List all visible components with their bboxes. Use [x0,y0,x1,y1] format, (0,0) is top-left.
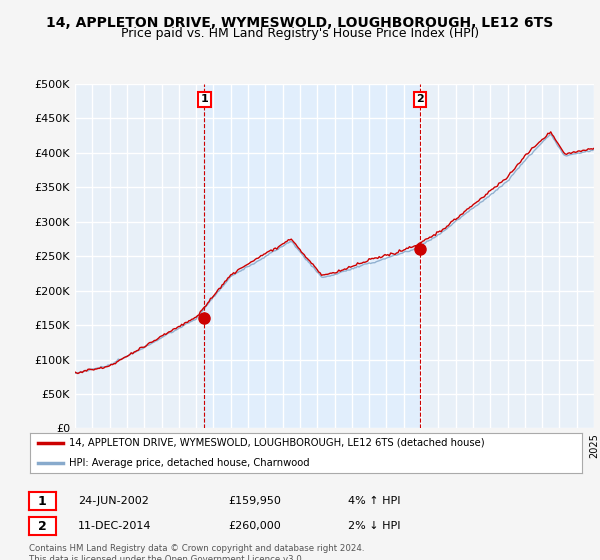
Text: 2: 2 [416,94,424,104]
Text: HPI: Average price, detached house, Charnwood: HPI: Average price, detached house, Char… [68,458,309,468]
Text: 2% ↓ HPI: 2% ↓ HPI [348,521,401,531]
Text: £159,950: £159,950 [228,496,281,506]
Text: 24-JUN-2002: 24-JUN-2002 [78,496,149,506]
Text: Contains HM Land Registry data © Crown copyright and database right 2024.
This d: Contains HM Land Registry data © Crown c… [29,544,364,560]
Text: 11-DEC-2014: 11-DEC-2014 [78,521,151,531]
Text: Price paid vs. HM Land Registry's House Price Index (HPI): Price paid vs. HM Land Registry's House … [121,27,479,40]
Text: 14, APPLETON DRIVE, WYMESWOLD, LOUGHBOROUGH, LE12 6TS: 14, APPLETON DRIVE, WYMESWOLD, LOUGHBORO… [46,16,554,30]
Bar [205,84,420,428]
Text: 1: 1 [200,94,208,104]
Text: 2: 2 [38,520,47,533]
Text: 1: 1 [38,494,47,508]
Text: £260,000: £260,000 [228,521,281,531]
Text: 4% ↑ HPI: 4% ↑ HPI [348,496,401,506]
Text: 14, APPLETON DRIVE, WYMESWOLD, LOUGHBOROUGH, LE12 6TS (detached house): 14, APPLETON DRIVE, WYMESWOLD, LOUGHBORO… [68,438,484,448]
